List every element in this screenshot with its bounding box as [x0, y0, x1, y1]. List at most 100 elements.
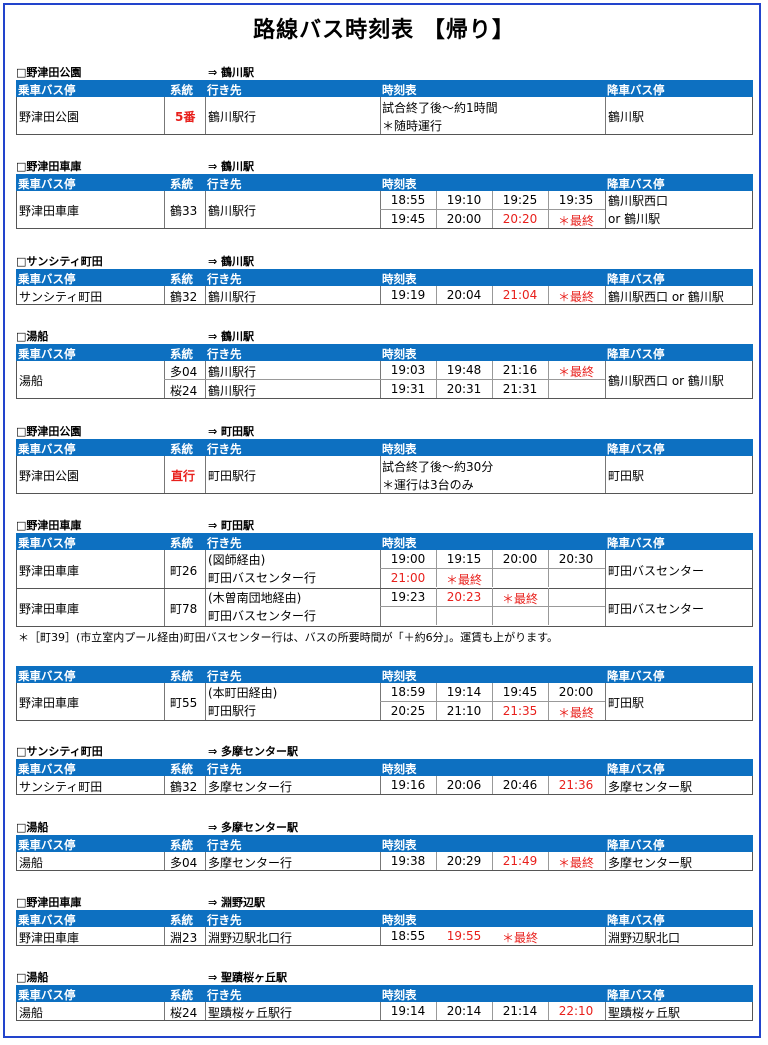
departure-time: 19:10: [446, 193, 482, 207]
last-bus-marker: ＊最終: [501, 931, 538, 945]
last-bus-marker: ＊最終: [557, 214, 594, 228]
schedule-note: ＊随時運行: [382, 119, 443, 133]
col-alight: 降車バス停: [607, 536, 665, 550]
col-dest: 行き先: [207, 988, 242, 1002]
alight-stop: 淵野辺駅北口: [608, 931, 681, 945]
stop-name: 湯船: [19, 856, 44, 870]
last-bus-marker: ＊最終: [557, 365, 594, 379]
section-origin: □野津田車庫: [16, 896, 82, 909]
section-origin: □野津田公園: [16, 425, 82, 438]
destination: 町田バスセンター行: [208, 571, 317, 585]
departure-time: 21:16: [502, 363, 538, 377]
col-dest: 行き先: [207, 83, 242, 97]
departure-time: 18:59: [390, 685, 426, 699]
route-via: (木曽南団地経由): [208, 591, 302, 605]
col-route: 系統: [170, 177, 193, 191]
col-times: 時刻表: [382, 762, 417, 776]
col-route: 系統: [170, 669, 193, 683]
col-route: 系統: [170, 988, 193, 1002]
col-alight: 降車バス停: [607, 988, 665, 1002]
section-origin: □野津田公園: [16, 66, 82, 79]
route-number: 鶴32: [170, 290, 198, 304]
time-grid: 19:14 20:14 21:14 22:10: [380, 1002, 605, 1020]
destination: 鶴川駅行: [208, 384, 257, 398]
stop-name: 野津田公園: [19, 110, 80, 124]
route-number: 桜24: [170, 384, 198, 398]
last-bus-marker: ＊最終: [557, 856, 594, 870]
departure-time: 19:03: [390, 363, 426, 377]
section-origin: □野津田車庫: [16, 160, 82, 173]
col-dest: 行き先: [207, 838, 242, 852]
col-times: 時刻表: [382, 913, 417, 927]
schedule-note: 試合終了後～約30分: [382, 460, 494, 474]
last-departure-time: 21:35: [502, 704, 538, 718]
col-stop: 乗車バス停: [18, 669, 76, 683]
stop-name: 野津田公園: [19, 469, 80, 483]
departure-time: 20:14: [446, 1004, 482, 1018]
col-times: 時刻表: [382, 669, 417, 683]
time-grid: 18:55 19:55 ＊最終: [380, 927, 605, 945]
footnote: ＊［町39］(市立室内プール経由)町田バスセンター行は、バスの所要時間が「＋約6…: [18, 631, 558, 644]
stop-name: 湯船: [19, 374, 44, 388]
section-notsuda-depot-to-tsurukawa: □野津田車庫 ⇒ 鶴川駅 乗車バス停 系統 行き先 時刻表 降車バス停 野津田車庫 鶴33…: [16, 156, 753, 229]
table-header: 乗車バス停 系統 行き先 時刻表 降車バス停: [16, 344, 753, 361]
alight-stop: 多摩センター駅: [608, 780, 693, 794]
departure-time: 19:14: [390, 1004, 426, 1018]
alight-stop: 町田駅: [608, 469, 645, 483]
schedule-note: 試合終了後～約1時間: [382, 101, 498, 115]
last-departure-time: 21:36: [558, 778, 594, 792]
alight-stop: 町田バスセンター: [608, 564, 705, 578]
departure-time: 20:00: [502, 552, 538, 566]
section-origin: □湯船: [16, 821, 49, 834]
destination: 多摩センター行: [208, 856, 293, 870]
table-row: 野津田車庫 鶴33 鶴川駅行 18:55 19:10 19:25 19:35 19:4…: [16, 191, 753, 229]
table-header: 乗車バス停 系統 行き先 時刻表 降車バス停: [16, 533, 753, 550]
last-bus-marker: ＊最終: [557, 290, 594, 304]
departure-time: 21:14: [502, 1004, 538, 1018]
departure-time: 20:46: [502, 778, 538, 792]
last-bus-marker: ＊最終: [557, 706, 594, 720]
stop-name: 野津田車庫: [19, 564, 80, 578]
route-number: 多04: [170, 856, 198, 870]
table-row: サンシティ町田 鶴32 鶴川駅行 19:19 20:04 21:04 ＊最終 鶴川駅西…: [16, 286, 753, 305]
departure-time: 18:55: [390, 193, 426, 207]
section-notsuda-park-to-tsurukawa: □野津田公園 ⇒ 鶴川駅 乗車バス停 系統 行き先 時刻表 降車バス停 野津田公園 5番 …: [16, 62, 753, 135]
stop-name: 野津田車庫: [19, 696, 80, 710]
departure-time: 20:04: [446, 288, 482, 302]
col-stop: 乗車バス停: [18, 988, 76, 1002]
route-number: 町78: [170, 602, 198, 616]
table-header: 乗車バス停 系統 行き先 時刻表 降車バス停: [16, 835, 753, 852]
table-row: 湯船 多04 鶴川駅行 桜24 鶴川駅行 19:03 19:48 21:16 ＊最終 …: [16, 361, 753, 399]
departure-time: 21:10: [446, 704, 482, 718]
alight-stop: 多摩センター駅: [608, 856, 693, 870]
last-departure-time: 21:49: [502, 854, 538, 868]
last-departure-time: 20:23: [446, 590, 482, 604]
time-grid: 19:03 19:48 21:16 ＊最終 19:31 20:31 21:31: [380, 361, 605, 398]
alight-stop: 町田バスセンター: [608, 602, 705, 616]
col-route: 系統: [170, 762, 193, 776]
section-destination: ⇒ 淵野辺駅: [208, 896, 266, 909]
departure-time: 20:00: [446, 212, 482, 226]
col-stop: 乗車バス停: [18, 442, 76, 456]
time-grid: 18:59 19:14 19:45 20:00 20:25 21:10 21:35 ＊最終: [380, 683, 605, 720]
schedule-note: ＊運行は3台のみ: [382, 478, 474, 492]
departure-time: 19:00: [390, 552, 426, 566]
table-row: 野津田車庫 淵23 淵野辺駅北口行 18:55 19:55 ＊最終 淵野辺駅北口: [16, 927, 753, 946]
departure-time: 19:25: [502, 193, 538, 207]
table-row: 野津田車庫 町55 (本町田経由) 町田駅行 18:59 19:14 19:45 20…: [16, 683, 753, 721]
last-bus-marker: ＊最終: [445, 573, 482, 587]
route-number: 鶴32: [170, 780, 198, 794]
departure-time: 19:16: [390, 778, 426, 792]
table-row: 野津田公園 5番 鶴川駅行 試合終了後～約1時間 ＊随時運行 鶴川駅: [16, 97, 753, 135]
section-notsuda-depot-to-fuchinobe: □野津田車庫 ⇒ 淵野辺駅 乗車バス停 系統 行き先 時刻表 降車バス停 野津田車庫 淵2…: [16, 892, 753, 946]
col-route: 系統: [170, 913, 193, 927]
alight-stop: 聖蹟桜ヶ丘駅: [608, 1006, 681, 1020]
section-destination: ⇒ 町田駅: [208, 425, 255, 438]
route-via: (図師経由): [208, 553, 266, 567]
col-stop: 乗車バス停: [18, 83, 76, 97]
section-origin: □湯船: [16, 330, 49, 343]
table-header: 乗車バス停 系統 行き先 時刻表 降車バス停: [16, 910, 753, 927]
section-origin: □野津田車庫: [16, 519, 82, 532]
destination: 鶴川駅行: [208, 365, 257, 379]
col-alight: 降車バス停: [607, 177, 665, 191]
